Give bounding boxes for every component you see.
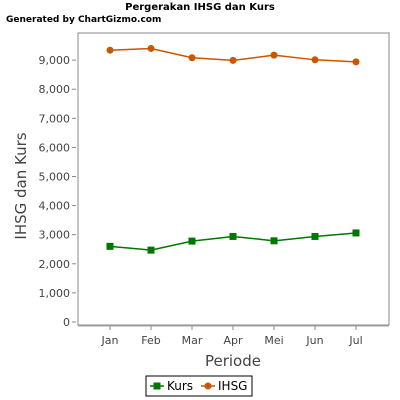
data-point-ihsg[interactable]: [352, 58, 360, 66]
data-point-ihsg[interactable]: [106, 46, 114, 54]
legend-swatch-marker: [153, 382, 161, 390]
chart-title: Pergerakan IHSG dan Kurs: [125, 2, 275, 13]
y-tick-label: 8,000: [39, 83, 71, 96]
chart-credit: Generated by ChartGizmo.com: [6, 15, 161, 25]
y-axis: 0 1,000 2,000 3,000 4,000 5,000 6,000 7,000 8,00…: [39, 54, 76, 329]
y-tick-label: 2,000: [39, 258, 71, 271]
y-tick-label: 0: [63, 316, 70, 329]
legend-box: [145, 375, 253, 397]
data-point-ihsg[interactable]: [188, 54, 196, 62]
y-tick-label: 9,000: [39, 54, 71, 67]
data-point-ihsg[interactable]: [311, 56, 319, 64]
data-point-kurs[interactable]: [106, 242, 114, 250]
y-axis-title: IHSG dan Kurs: [12, 132, 30, 239]
data-point-ihsg[interactable]: [270, 51, 278, 59]
data-point-kurs[interactable]: [147, 246, 155, 254]
x-axis-title: Periode: [205, 352, 261, 370]
data-point-kurs[interactable]: [188, 237, 196, 245]
data-point-kurs[interactable]: [352, 229, 360, 237]
data-point-kurs[interactable]: [311, 232, 319, 240]
y-tick-label: 7,000: [39, 112, 71, 125]
y-tick-label: 3,000: [39, 229, 71, 242]
y-tick-label: 6,000: [39, 141, 71, 154]
legend-swatch-marker: [204, 382, 212, 390]
x-tick-label: Jun: [305, 334, 323, 347]
y-tick-label: 1,000: [39, 287, 71, 300]
y-tick-label: 5,000: [39, 171, 71, 184]
legend-label: IHSG: [218, 379, 247, 393]
data-point-ihsg[interactable]: [229, 56, 237, 64]
data-point-ihsg[interactable]: [147, 44, 155, 52]
legend-label: Kurs: [167, 379, 193, 393]
y-tick-label: 4,000: [39, 200, 71, 213]
x-tick-label: Mar: [182, 334, 203, 347]
x-tick-label: Apr: [223, 334, 243, 347]
x-tick-label: Jul: [348, 334, 362, 347]
data-point-kurs[interactable]: [229, 232, 237, 240]
series-layer: [106, 44, 360, 254]
x-axis: Jan Feb Mar Apr Mei Jun Jul: [101, 326, 363, 347]
x-tick-label: Jan: [101, 334, 119, 347]
x-tick-label: Mei: [264, 334, 283, 347]
plot-area: [77, 32, 390, 326]
x-tick-label: Feb: [141, 334, 160, 347]
data-point-kurs[interactable]: [270, 237, 278, 245]
legend: Kurs IHSG: [145, 375, 253, 397]
